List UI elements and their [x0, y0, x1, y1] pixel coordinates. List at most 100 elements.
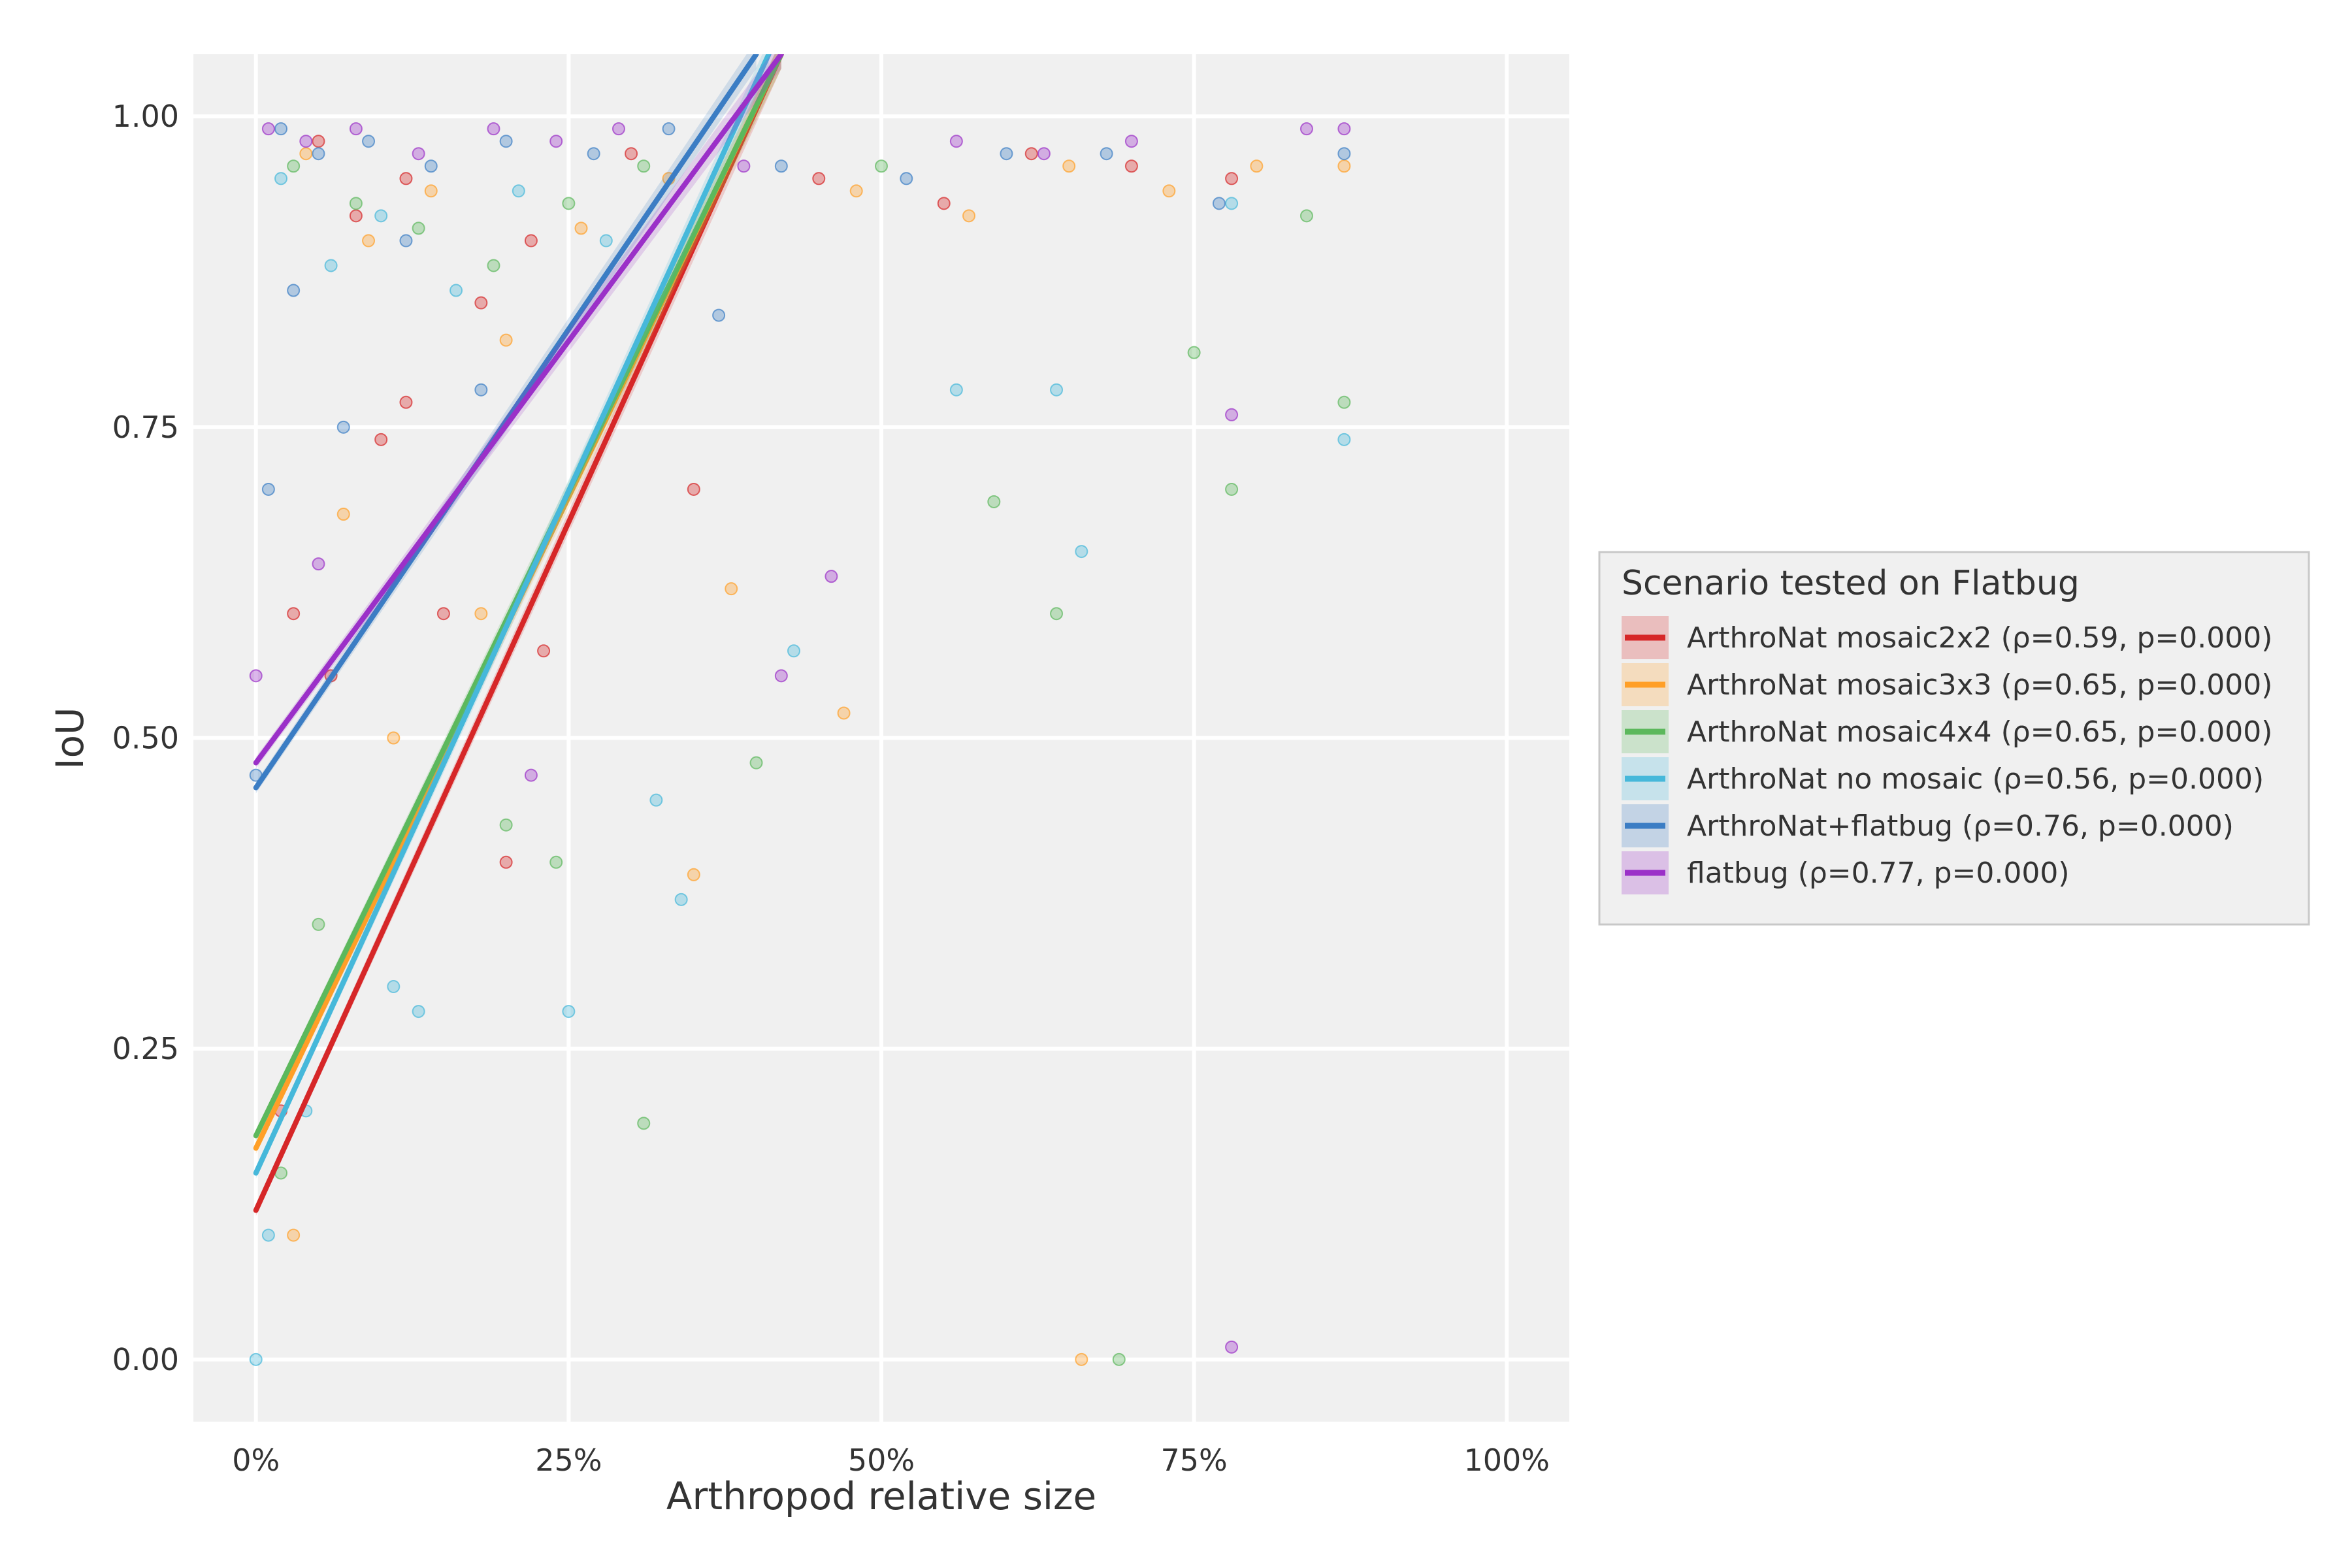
data-point — [474, 607, 488, 621]
legend-item: ArthroNat+flatbug (ρ=0.76, p=0.000) — [1622, 804, 2234, 847]
data-point — [287, 159, 301, 173]
data-point — [1075, 545, 1088, 559]
data-point — [274, 122, 288, 136]
data-point — [987, 495, 1001, 508]
data-point — [712, 308, 726, 322]
data-point — [637, 1117, 651, 1130]
data-point — [399, 172, 413, 186]
data-point — [1225, 482, 1239, 496]
legend-box — [1598, 551, 2310, 926]
data-point — [1337, 433, 1351, 446]
legend-label: ArthroNat mosaic4x4 (ρ=0.65, p=0.000) — [1687, 715, 2272, 749]
data-point — [424, 184, 438, 198]
x-axis-ticks: 0% 25% 50% 75% 100% — [232, 1443, 1550, 1478]
data-point — [649, 793, 663, 807]
data-point — [574, 221, 588, 235]
y-tick-label: 0.25 — [112, 1031, 179, 1066]
data-point — [787, 644, 800, 658]
data-point — [562, 197, 576, 210]
data-point — [1050, 383, 1064, 397]
data-point — [524, 234, 538, 248]
legend-item: ArthroNat mosaic2x2 (ρ=0.59, p=0.000) — [1622, 616, 2272, 659]
data-point — [599, 234, 613, 248]
data-point — [312, 147, 325, 161]
data-point — [499, 818, 513, 832]
data-point — [449, 284, 463, 297]
data-point — [849, 184, 863, 198]
data-point — [725, 582, 738, 596]
data-point — [687, 868, 700, 881]
data-point — [299, 147, 313, 161]
data-point — [249, 1352, 263, 1366]
data-point — [349, 122, 363, 136]
data-point — [312, 917, 325, 931]
legend-item: ArthroNat mosaic3x3 (ρ=0.65, p=0.000) — [1622, 663, 2272, 706]
data-point — [249, 669, 263, 683]
data-point — [287, 607, 301, 621]
data-point — [962, 209, 976, 223]
y-tick-label: 0.50 — [112, 721, 179, 756]
scatter-points — [249, 122, 1351, 1366]
x-tick-label: 100% — [1464, 1443, 1550, 1478]
data-point — [1225, 197, 1239, 210]
data-point — [549, 135, 563, 148]
data-point — [524, 768, 538, 782]
data-point — [349, 209, 363, 223]
legend-item: ArthroNat mosaic4x4 (ρ=0.65, p=0.000) — [1622, 710, 2272, 753]
data-point — [261, 482, 275, 496]
legend: Scenario tested on Flatbug ArthroNat mos… — [1598, 551, 2310, 926]
data-point — [1100, 147, 1113, 161]
data-point — [499, 855, 513, 869]
data-point — [737, 159, 751, 173]
data-point — [774, 159, 788, 173]
legend-label: ArthroNat mosaic2x2 (ρ=0.59, p=0.000) — [1687, 621, 2272, 655]
data-point — [1337, 395, 1351, 409]
data-point — [399, 234, 413, 248]
data-point — [1124, 135, 1138, 148]
data-point — [312, 135, 325, 148]
data-point — [362, 234, 376, 248]
fit-line — [253, 54, 772, 1176]
legend-label: ArthroNat+flatbug (ρ=0.76, p=0.000) — [1687, 809, 2234, 843]
legend-title: Scenario tested on Flatbug — [1622, 564, 2080, 603]
legend-label: ArthroNat mosaic3x3 (ρ=0.65, p=0.000) — [1687, 668, 2272, 702]
data-point — [287, 284, 301, 297]
fit-line — [253, 54, 784, 1213]
data-point — [1112, 1352, 1126, 1366]
data-point — [399, 395, 413, 409]
data-point — [512, 184, 525, 198]
y-tick-label: 0.75 — [112, 410, 179, 445]
fit-lines — [253, 54, 784, 1217]
data-point — [812, 172, 826, 186]
data-point — [1337, 147, 1351, 161]
data-point — [537, 644, 551, 658]
data-point — [1299, 122, 1313, 136]
data-point — [1250, 159, 1264, 173]
data-point — [825, 570, 838, 583]
data-point — [1187, 346, 1201, 359]
data-point — [562, 1005, 576, 1019]
data-point — [412, 147, 425, 161]
data-point — [1124, 159, 1138, 173]
data-point — [1337, 159, 1351, 173]
data-point — [674, 892, 688, 906]
data-point — [900, 172, 913, 186]
data-point — [261, 122, 275, 136]
data-point — [487, 259, 500, 272]
grid — [193, 54, 1569, 1422]
data-point — [1162, 184, 1176, 198]
data-point — [412, 221, 425, 235]
data-point — [336, 508, 350, 521]
data-point — [274, 172, 288, 186]
data-point — [499, 333, 513, 347]
data-point — [949, 135, 963, 148]
data-point — [549, 855, 563, 869]
data-point — [374, 209, 388, 223]
data-point — [937, 197, 951, 210]
data-point — [362, 135, 376, 148]
data-point — [1225, 408, 1239, 421]
data-point — [949, 383, 963, 397]
legend-item: flatbug (ρ=0.77, p=0.000) — [1622, 851, 2070, 894]
legend-label: ArthroNat no mosaic (ρ=0.56, p=0.000) — [1687, 762, 2264, 796]
